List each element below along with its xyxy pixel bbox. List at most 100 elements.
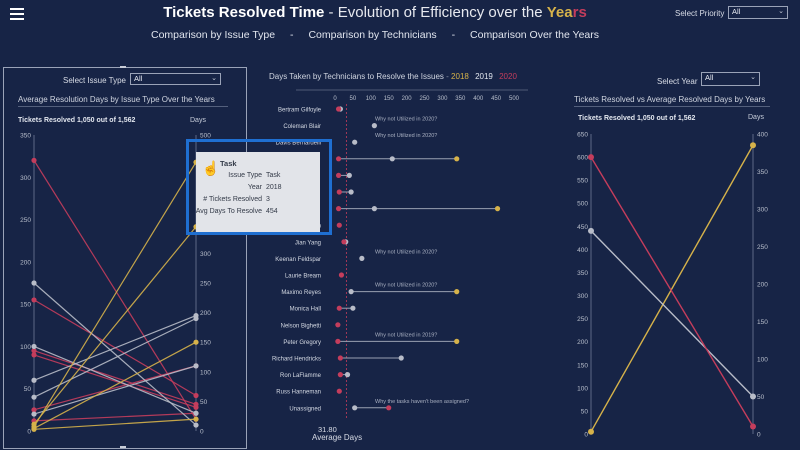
slope-line <box>33 161 197 428</box>
hamburger-menu-icon[interactable] <box>10 8 24 20</box>
technician-label: Nelson Bighetti <box>281 323 321 329</box>
page-title: Tickets Resolved Time - Evolution of Eff… <box>163 4 587 21</box>
slope-point <box>588 154 594 161</box>
chevron-down-icon: ⌄ <box>778 8 784 15</box>
slope-point <box>193 416 199 422</box>
right-chart-title: Tickets Resolved vs Average Resolved Day… <box>574 95 770 107</box>
right-tick-label: 300 <box>200 251 211 258</box>
dumbbell-point <box>338 272 345 278</box>
slope-point <box>31 426 37 432</box>
slope-point <box>588 227 594 234</box>
tooltip-title: Task <box>220 159 237 168</box>
slope-line <box>33 354 197 408</box>
slope-line <box>33 365 197 411</box>
legend-2019: 2019 <box>475 72 493 81</box>
x-tick-label: 200 <box>402 96 413 102</box>
dumbbell-point <box>454 338 460 344</box>
slope-line <box>590 230 754 397</box>
slope-point <box>31 352 37 358</box>
average-days-label: Average Days <box>312 433 363 442</box>
right-tick-label: 250 <box>200 281 211 288</box>
technician-label: Richard Hendricks <box>272 357 321 363</box>
x-tick-label: 250 <box>419 96 430 102</box>
technician-label: Davis Bernardelli <box>276 141 321 147</box>
right-tick-label: 0 <box>757 432 761 439</box>
dumbbell-point <box>454 289 460 295</box>
right-tick-label: 300 <box>757 207 768 214</box>
hand-cursor-icon: ☝ <box>202 160 220 176</box>
x-tick-label: 100 <box>366 96 377 102</box>
year-select[interactable]: All ⌄ <box>701 72 760 86</box>
right-tick-label: 50 <box>757 394 765 401</box>
dumbbell-point <box>335 322 341 328</box>
issue-type-select[interactable]: All ⌄ <box>130 73 221 85</box>
slope-point <box>193 392 199 399</box>
tooltip-value: 3 <box>266 196 270 203</box>
tab-years[interactable]: Comparison Over the Years <box>470 29 599 41</box>
technician-label: Bertram Gilfoyle <box>278 108 322 114</box>
technician-label: Monica Hall <box>290 307 321 313</box>
right-tick-label: 400 <box>757 132 768 139</box>
slope-point <box>31 297 37 303</box>
dumbbell-point <box>335 338 341 344</box>
slope-line <box>33 412 197 422</box>
tooltip-value: 454 <box>266 208 278 215</box>
tab-technicians[interactable]: Comparison by Technicians <box>308 29 437 41</box>
dumbbell-point <box>336 388 342 394</box>
dumbbell-point <box>386 405 392 411</box>
left-tick-label: 50 <box>24 386 32 393</box>
slope-point <box>193 410 199 416</box>
issue-type-label: Select Issue Type <box>63 76 126 85</box>
slope-line <box>590 144 754 433</box>
left-tick-label: 100 <box>20 344 31 351</box>
slope-line <box>33 317 197 398</box>
slope-point <box>31 394 37 400</box>
tooltip-key: Avg Days To Resolve <box>195 208 262 215</box>
x-tick-label: 450 <box>491 96 502 102</box>
left-tick-label: 300 <box>577 293 588 300</box>
dumbbell-point <box>337 355 343 361</box>
left-tick-label: 200 <box>20 259 31 266</box>
slope-line <box>33 365 197 415</box>
right-tick-label: 200 <box>757 282 768 289</box>
technician-label: Peter Gregory <box>283 340 321 346</box>
dumbbell-point <box>389 156 395 162</box>
tooltip-key: # Tickets Resolved <box>203 196 262 203</box>
left-tick-label: 450 <box>577 224 588 231</box>
left-tick-label: 200 <box>577 339 588 346</box>
right-tick-label: 250 <box>757 244 768 251</box>
right-tick-label: 150 <box>757 319 768 326</box>
slope-point <box>750 393 756 400</box>
chevron-down-icon: ⌄ <box>750 74 756 81</box>
middle-chart-title: Days Taken by Technicians to Resolve the… <box>269 72 517 81</box>
slope-point <box>31 280 37 286</box>
nav-sep: - <box>290 29 294 41</box>
technician-label: Laurie Bream <box>285 274 321 280</box>
year-label: Select Year <box>657 77 698 86</box>
left-tick-label: 600 <box>577 155 588 162</box>
technician-label: Ron LaFlamme <box>280 373 322 379</box>
slope-line <box>33 160 197 420</box>
slope-line <box>590 156 754 427</box>
dumbbell-point <box>344 372 351 378</box>
dumbbell-point <box>336 305 342 311</box>
slope-line <box>33 341 197 429</box>
x-tick-label: 400 <box>473 96 484 102</box>
left-tick-label: 300 <box>20 175 31 182</box>
annotation-note: Why not Utilized in 2020? <box>375 283 437 289</box>
left-tick-label: 0 <box>584 432 588 439</box>
tab-issue-type[interactable]: Comparison by Issue Type <box>150 29 276 41</box>
slope-line <box>33 282 197 426</box>
slope-point <box>750 423 756 430</box>
technician-label: Jian Yang <box>295 240 321 246</box>
technician-label: Russ Hanneman <box>276 390 321 396</box>
nav-tabs: Comparison by Issue Type - Comparison by… <box>0 29 750 41</box>
left-days-label: Days <box>190 117 206 124</box>
dumbbell-point <box>398 355 404 361</box>
priority-select[interactable]: All ⌄ <box>728 6 788 19</box>
right-chart: 6506005505004504003503002502001501005004… <box>577 132 768 439</box>
dumbbell-point <box>350 305 356 311</box>
dumbbell-point <box>341 239 347 245</box>
dumbbell-point <box>336 189 342 195</box>
